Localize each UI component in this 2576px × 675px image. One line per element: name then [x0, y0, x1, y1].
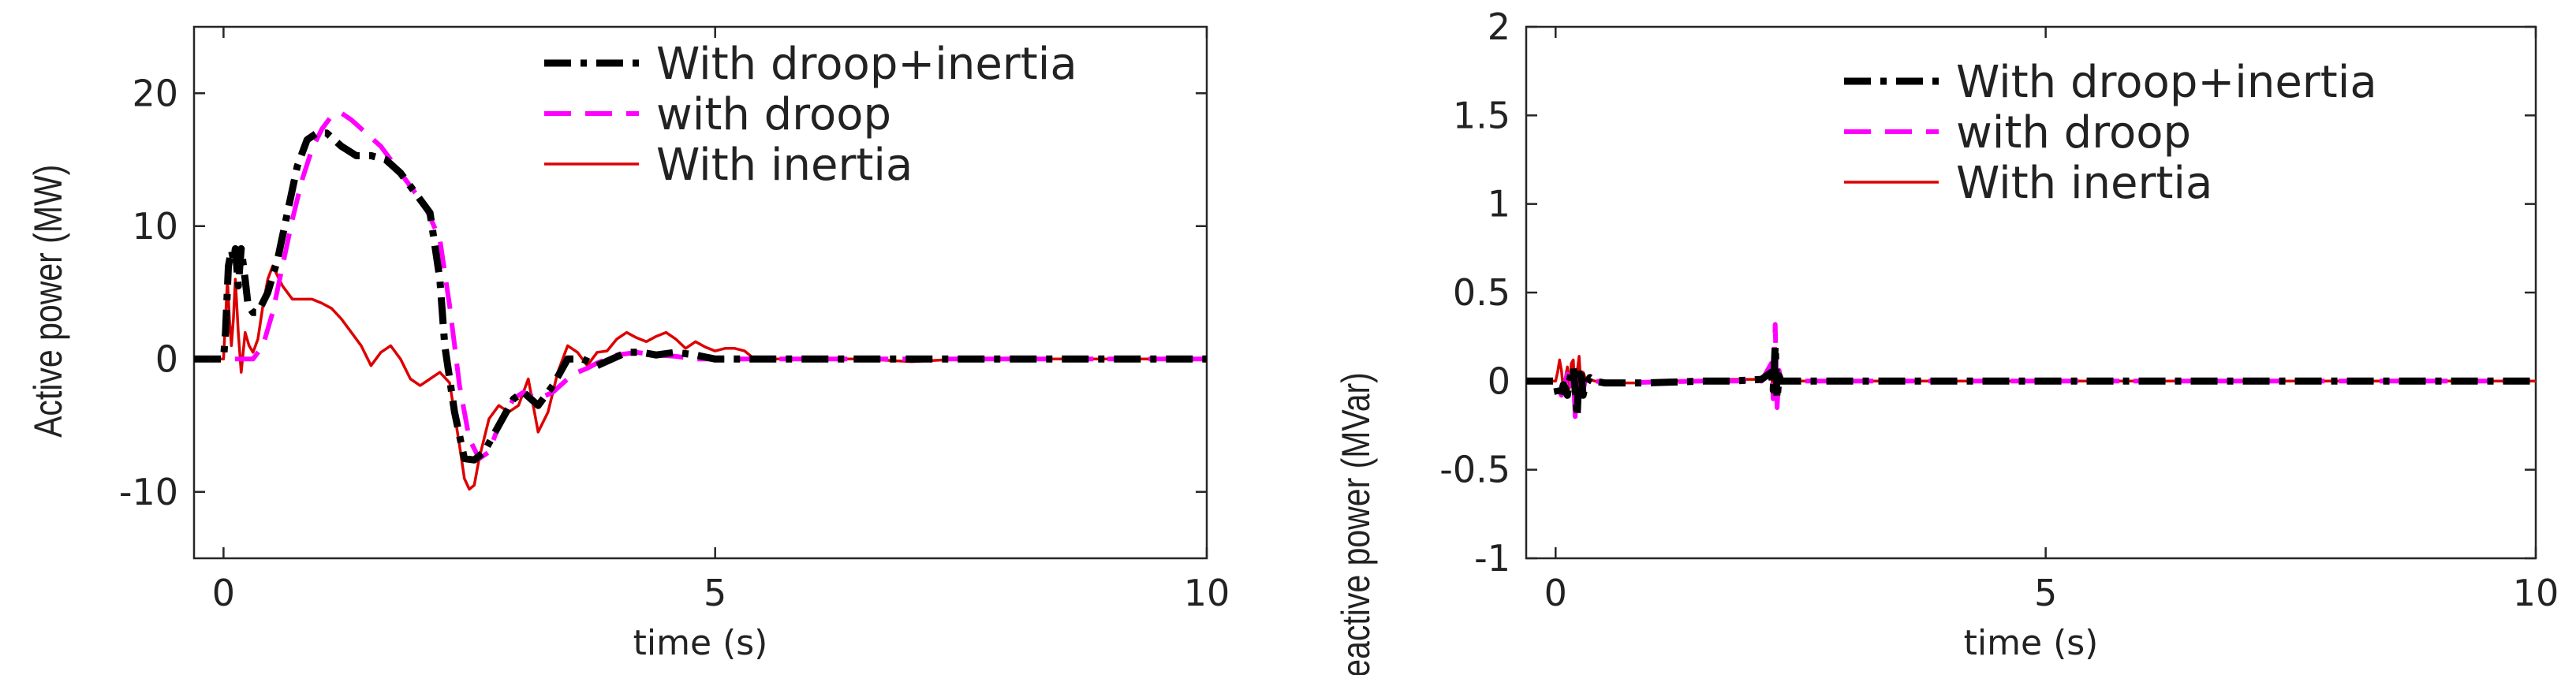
- x-tick-label: 0: [212, 572, 235, 614]
- x-axis-label: time (s): [633, 623, 768, 663]
- y-tick-label: 0.5: [1453, 271, 1510, 314]
- legend-label: With inertia: [656, 140, 913, 191]
- y-tick-label: 2: [1488, 6, 1510, 48]
- x-tick-label: 0: [1544, 572, 1567, 614]
- plot-frame: [192, 25, 1208, 560]
- x-tick-label: 5: [704, 572, 726, 614]
- y-tick-label: 0: [155, 338, 178, 380]
- y-tick-label: 0: [1488, 360, 1510, 402]
- y-tick-label: -0.5: [1439, 449, 1510, 491]
- y-axis-label: Reactive power (MVar): [1334, 372, 1378, 675]
- series-line-with-droop: [1526, 322, 2536, 420]
- series-line-with-droop-inertia: [194, 129, 1207, 464]
- x-tick-label: 10: [2513, 572, 2559, 614]
- reactive-power-panel: 0 5 10 -1 -0.5 0 0.5 1 1.5 2 time (s) Reactive powe…: [1334, 6, 2559, 675]
- y-tick-label: 20: [132, 72, 178, 114]
- legend-label: With droop+inertia: [1956, 57, 2377, 108]
- legend-label: With droop+inertia: [656, 39, 1077, 90]
- y-axis-label: Active power (MW): [26, 165, 70, 438]
- x-axis-label: time (s): [1964, 623, 2099, 663]
- y-tick-label: 1: [1488, 183, 1510, 226]
- active-power-panel: 0 5 10 -10 0 10 20 time (s) Active power (MW) Wit…: [26, 25, 1230, 663]
- x-tick-label: 10: [1184, 572, 1230, 614]
- y-tick-label: -1: [1474, 537, 1510, 580]
- y-tick-label: -10: [119, 471, 178, 513]
- legend-label: with droop: [1956, 107, 2191, 158]
- legend-label: With inertia: [1956, 158, 2212, 209]
- series-line-with-droop-inertia: [1526, 341, 2536, 420]
- y-tick-label: 10: [132, 205, 178, 248]
- legend-label: with droop: [656, 89, 891, 140]
- series-line-with-inertia: [194, 264, 1207, 491]
- x-tick-label: 5: [2034, 572, 2057, 614]
- series-line-with-inertia: [1526, 355, 2536, 397]
- y-tick-label: 1.5: [1453, 94, 1510, 136]
